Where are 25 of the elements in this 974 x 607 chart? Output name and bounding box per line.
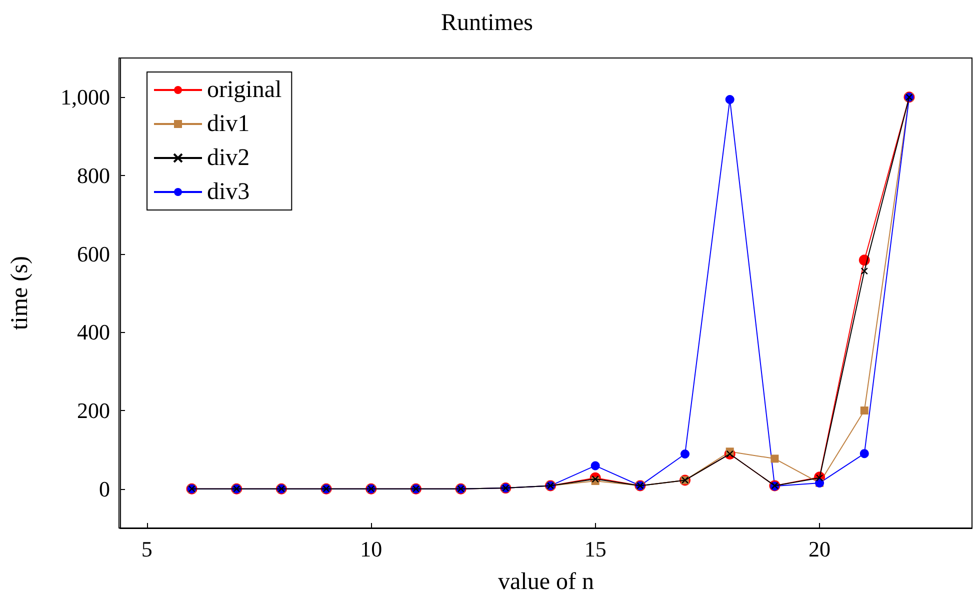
x-axis-title: value of n: [498, 569, 594, 595]
point: [858, 254, 870, 266]
y-axis-title: time (s): [7, 256, 33, 330]
y-tick-label: 0: [99, 476, 110, 502]
x-tick-label: 10: [360, 536, 382, 562]
point: [680, 449, 690, 458]
legend-label: div3: [207, 179, 250, 205]
y-tick-label: 800: [77, 163, 110, 188]
y-tick-label: 400: [77, 320, 110, 345]
point: [860, 406, 868, 414]
y-tick-label: 200: [77, 398, 110, 423]
legend-label: div2: [207, 145, 250, 171]
point: [725, 95, 734, 104]
point: [860, 449, 869, 458]
chart-title: Runtimes: [440, 10, 534, 36]
point: [770, 454, 779, 463]
y-tick-label: 600: [77, 241, 110, 266]
x-tick-label: 15: [584, 536, 606, 562]
y-tick-label: 1,000: [60, 84, 110, 110]
legend-label: div1: [207, 111, 250, 137]
point: [590, 461, 600, 470]
x-tick-label: 20: [808, 536, 831, 562]
point: [860, 267, 868, 275]
x-tick-label: 5: [141, 536, 152, 562]
legend-label: original: [207, 77, 282, 103]
